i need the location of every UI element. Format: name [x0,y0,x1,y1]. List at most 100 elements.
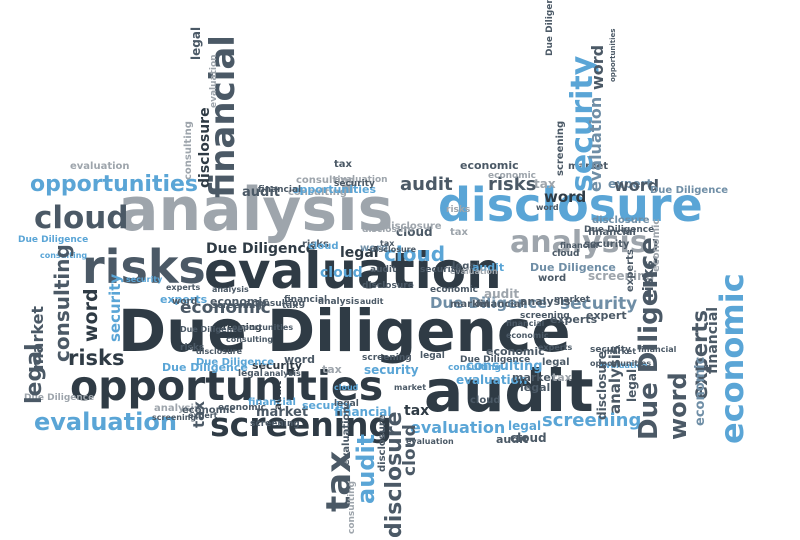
word-audit-tiny-2: audit [370,265,397,275]
word-experts-tiny-2: experts [166,283,201,292]
word-economic-medium: economic [180,298,271,318]
word-consulting-small-2: consulting [296,175,355,186]
word-screening-small-2: screening [212,323,262,333]
word-market-tiny: market [604,347,637,356]
word-cloud-small-4: cloud [308,241,339,252]
word-financial-small-3: financial [588,227,636,238]
word-market-tiny-2: market [394,383,427,392]
word-financial-small-2: financial [248,397,296,408]
word-disclosure-large: disclosure [438,178,703,232]
word-financial-small-4: financial [476,299,524,310]
word-experts-tiny-3: experts [538,343,573,352]
word-consulting-tiny: consulting [252,299,306,309]
word-consulting-tiny-4: consulting [226,335,274,344]
word-evaluation-vertical-2: evaluation [341,406,352,466]
word-economic-small-3: economic [486,345,545,358]
word-due-diligence-small-2: Due Diligence [430,294,548,312]
word-due-diligence-small-5: Due Diligence [530,261,616,274]
word-analysis-tiny-3: analysis [212,285,249,294]
word-tax-tiny-5: tax [380,239,395,248]
word-evaluation-tiny-4: evaluation [600,361,648,370]
word-economic-small: economic [460,159,519,172]
word-tax-small-3: tax [552,371,572,384]
word-tax-tiny-3: tax [282,301,299,311]
word-due-diligence-small-6: Due Diligence [196,357,275,368]
word-word-tiny: word [536,203,559,212]
word-word-small: word [614,176,660,195]
word-tax-tiny: tax [322,363,342,376]
word-market-small-3: market [568,161,609,172]
word-security-medium: security [560,294,638,314]
word-evaluation-tiny-3: evaluation [450,267,498,276]
word-cloud-vertical: cloud [400,424,420,476]
word-financial-tiny-3: financial [258,185,302,195]
word-risks-tiny-2: risks [180,343,205,353]
word-experts-vertical-small: experts [625,249,636,292]
word-screening-tiny-4: screening [520,311,570,321]
word-evaluation-small: evaluation [456,373,528,387]
word-tax-tiny-4: tax [334,159,352,170]
word-screening-small: screening [588,269,655,283]
word-evaluation-medium: evaluation [34,408,177,436]
word-risks-medium: risks [68,346,125,370]
word-audit-tiny-3: audit [360,297,384,306]
word-expert-small-2: expert [586,309,627,322]
word-due-diligence-vertical-tiny: Due Diligence [545,0,555,56]
word-screening-medium: screening [210,405,393,444]
word-consulting-vertical: consulting [50,244,74,362]
word-audit-medium: audit [400,174,453,195]
word-financial-tiny-5: financial [506,319,545,328]
word-word-vertical-3: word [664,372,692,440]
word-security-tiny-4: security [126,275,163,284]
word-risks-tiny: risks [446,205,471,215]
word-analysis-vertical: analysis [606,345,624,414]
word-evaluation-large: evaluation [204,242,502,300]
word-evaluation-vertical: evaluation [586,96,605,192]
word-market-small-4: market [450,299,491,310]
word-consulting-vertical-2: consulting [347,480,357,534]
word-word-medium: word [544,188,587,206]
word-economic-vertical-small: economic [693,356,708,426]
word-opportunities-medium: opportunities [30,172,199,197]
word-due-diligence-tiny-5: Due Diligence [180,325,243,334]
word-consulting-small-3: consulting [288,187,347,198]
word-economic-tiny-2: economic [488,171,537,181]
word-analysis-tiny: analysis [318,297,360,307]
word-cloud-small-2: cloud [510,431,547,445]
word-economic-small-2: economic [210,295,269,308]
word-financial-vertical-2: financial [705,306,721,374]
word-due-diligence-tiny: Due Diligence [460,355,531,365]
word-evaluation-small-2: evaluation [410,418,506,437]
word-legal-tiny-3: legal [542,357,570,368]
word-risks-large: risks [82,240,206,294]
word-opportunities-tiny: opportunities [590,359,652,368]
word-analysis-medium: analysis [510,225,648,260]
word-evaluation-tiny-2: evaluation [70,161,130,172]
word-word-small-4: word [538,273,567,284]
word-economic-tiny-3: economic [430,285,479,295]
word-cloud-tiny-3: cloud [552,249,580,259]
word-financial-small: financial [334,405,392,419]
word-disclosure-vertical-small: disclosure [377,414,388,472]
word-consulting-tiny-2: consulting [40,251,88,260]
word-disclosure-tiny: disclosure [370,245,417,254]
word-evaluation-tiny-5: evaluation [406,437,454,446]
word-due-diligence-small: Due Diligence [206,241,316,257]
word-audit-small-3: audit [484,287,520,301]
word-screening-tiny-2: screening [362,353,412,363]
word-cloud-medium: cloud [34,200,129,236]
word-security-small-4: security [584,239,630,250]
word-experts-small: experts [160,293,208,306]
word-screening-tiny: screening [212,301,262,311]
word-opportunities-vertical-tiny: opportunities [609,28,617,82]
word-due-diligence-tiny-3: Due Diligence [584,225,655,235]
word-evaluation-tiny: evaluation [334,175,388,185]
word-due-diligence-tiny-2: Due Diligence [18,235,89,245]
word-consulting-vertical-small: consulting [183,121,194,180]
word-consulting-tiny-3: consulting [448,363,502,373]
word-due-diligence-tiny-4: Due Diligence [24,393,95,403]
word-risks-small: risks [488,174,537,195]
word-word-small-2: word [284,353,316,366]
word-security-tiny-2: security [334,179,375,189]
word-cloud-tiny: cloud [320,265,363,281]
